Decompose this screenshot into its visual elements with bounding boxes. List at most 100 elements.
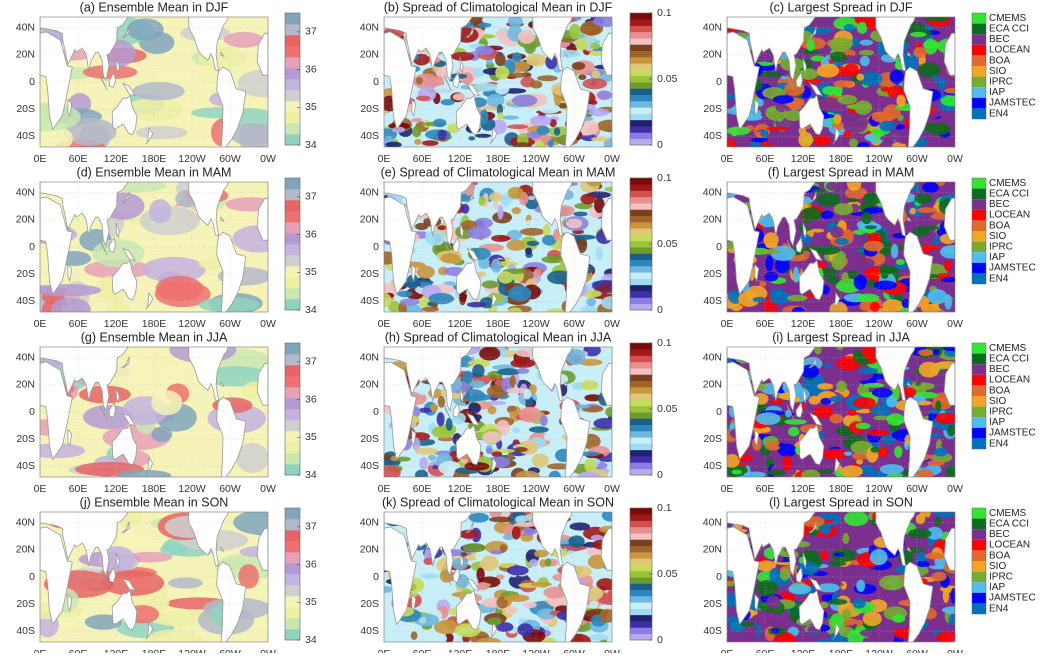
map-patch: [933, 447, 948, 457]
panel-title: (g) Ensemble Mean in JJA: [81, 330, 228, 344]
map-patch: [844, 63, 859, 77]
map-patch: [468, 136, 476, 141]
map-patch: [755, 412, 781, 425]
map-patch: [798, 131, 813, 147]
map-patch: [501, 115, 520, 120]
map-patch: [859, 39, 873, 46]
map-panel: 0E 60E 120E 180E 120W 60W 0W 40N 20N 0 20S 40S: [703, 181, 963, 330]
colorbar-step: [630, 284, 652, 292]
map-patch: [411, 126, 422, 138]
map-patch: [830, 226, 844, 238]
map-patch: [840, 566, 858, 577]
map-patch: [478, 196, 486, 206]
y-tick-label: 20S: [360, 103, 379, 115]
map-patch: [890, 243, 899, 259]
colorbar-step: [285, 244, 300, 256]
map-patch: [397, 290, 413, 298]
colorbar-tick-label: 37: [305, 191, 317, 203]
map-patch: [429, 403, 439, 412]
x-tick-label: 60W: [219, 648, 241, 653]
map-patch: [738, 291, 760, 307]
x-tick-label: 0W: [260, 153, 276, 165]
x-tick-label: 0E: [34, 483, 47, 495]
map-patch: [529, 559, 539, 567]
panel-title: (h) Spread of Climatological Mean in JJA: [385, 330, 612, 344]
x-tick-label: 60W: [563, 153, 585, 165]
legend-swatch: [972, 518, 986, 530]
colorbar-step: [630, 520, 652, 528]
y-tick-label: 20N: [360, 379, 379, 391]
map-patch: [937, 77, 946, 91]
map-patch: [479, 555, 499, 572]
x-tick-label: 60E: [69, 648, 88, 653]
map-patch: [526, 240, 540, 247]
map-patch: [539, 103, 561, 114]
x-tick-label: 60W: [563, 648, 585, 653]
y-tick-label: 0: [373, 571, 379, 583]
x-tick-label: 120W: [522, 483, 550, 495]
map-frame: [383, 511, 613, 643]
map-patch: [914, 225, 940, 230]
y-tick-label: 20N: [16, 544, 35, 556]
map-patch: [506, 387, 529, 394]
legend-swatch: [972, 13, 986, 24]
land: [40, 182, 268, 312]
legend-label: BEC: [989, 529, 1010, 540]
map-patch: [797, 561, 819, 575]
map-patch: [856, 579, 866, 592]
map-field: [40, 347, 268, 477]
legend-swatch: [972, 396, 986, 407]
colorbar-step: [630, 539, 652, 547]
map-patch: [396, 456, 411, 462]
map-patch: [594, 197, 605, 213]
colorbar-step: [630, 240, 652, 248]
x-tick-label: 60W: [906, 648, 928, 653]
map-patch: [504, 594, 530, 602]
legend-label: CMEMS: [989, 13, 1027, 24]
colorbar-step: [630, 589, 652, 597]
map-patch: [419, 457, 429, 470]
map-patch: [507, 307, 522, 312]
land: [40, 347, 268, 477]
map-patch: [755, 580, 778, 597]
x-tick-label: 0W: [604, 153, 620, 165]
legend-label: ECA CCI: [989, 189, 1029, 200]
x-tick-label: 60W: [906, 153, 928, 165]
colorbar: 0 0.05 0.1: [629, 7, 678, 151]
colorbar-frame: [284, 507, 301, 641]
map-patch: [580, 451, 601, 457]
legend-swatch: [972, 66, 986, 77]
map-patch: [529, 426, 549, 433]
map-frame: [726, 181, 956, 313]
map-patch: [421, 573, 440, 579]
legend-swatch: [972, 231, 986, 242]
legend-swatch: [972, 23, 986, 35]
x-tick-label: 0W: [947, 648, 963, 653]
map-patch: [808, 528, 819, 536]
map-panel: 0E 60E 120E 180E 120W 60W 0W 40N 20N 0 20S 40S: [703, 16, 963, 165]
map-patch: [459, 529, 479, 539]
legend-swatch: [972, 417, 986, 428]
colorbar-frame: [284, 177, 301, 311]
y-tick-label: 20N: [16, 379, 35, 391]
map-patch: [864, 268, 881, 278]
x-tick-label: 60E: [69, 153, 88, 165]
map-patch: [601, 512, 612, 522]
map-patch: [596, 578, 612, 591]
land: [384, 512, 612, 642]
map-frame: [383, 346, 613, 478]
x-tick-label: 0W: [604, 483, 620, 495]
map-patch: [467, 226, 492, 240]
map-patch: [847, 198, 858, 203]
map-patch: [541, 255, 565, 264]
map-patch: [515, 517, 526, 524]
map-patch: [160, 543, 188, 556]
map-patch: [771, 628, 781, 633]
map-patch: [537, 75, 558, 82]
y-tick-label: 40S: [360, 295, 379, 307]
colorbar-step: [630, 418, 652, 426]
map-patch: [801, 469, 820, 477]
y-tick-label: 20S: [360, 433, 379, 445]
map-patch: [817, 583, 840, 593]
x-tick-label: 0W: [260, 648, 276, 653]
